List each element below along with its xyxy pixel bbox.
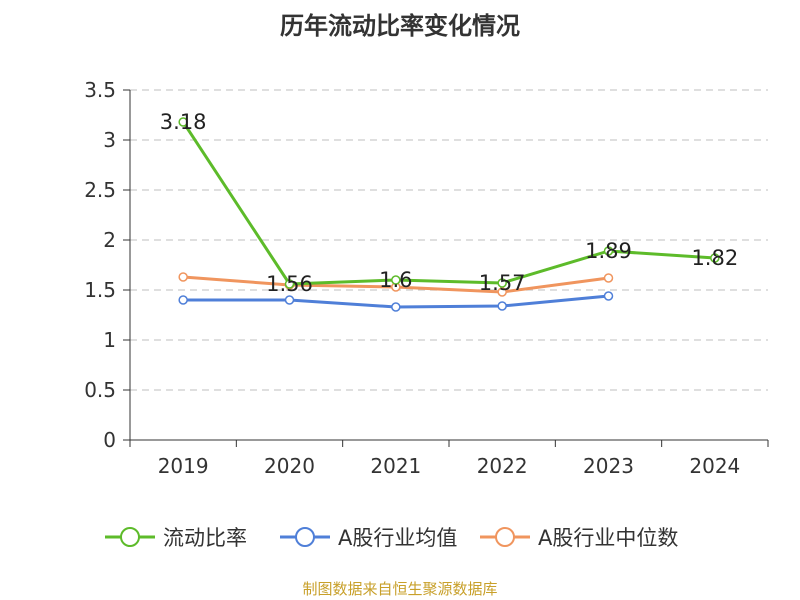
axes: 0 0.5 1 1.5 2 2.5 3 3.5 2019 2020 2021 2022 2023 2024	[84, 78, 769, 478]
data-source-note: 制图数据来自恒生聚源数据库	[302, 580, 498, 598]
data-point-series-0	[603, 246, 614, 256]
legend-item-0: 流动比率	[105, 526, 247, 550]
x-tick-label: 2024	[689, 454, 740, 478]
y-tick-label: 2	[103, 228, 116, 252]
x-tick-label: 2019	[158, 454, 209, 478]
legend-swatch-marker	[120, 527, 140, 547]
series-line-0	[181, 121, 715, 286]
data-point-series-0	[497, 278, 507, 288]
legend-label: 流动比率	[163, 526, 247, 550]
data-label: 1.56	[266, 272, 313, 296]
data-point-series-1	[391, 302, 401, 312]
data-label: 1.6	[379, 268, 412, 292]
y-tick-label: 1.5	[84, 278, 116, 302]
data-label: 3.18	[160, 110, 207, 134]
data-point-series-2	[178, 272, 188, 282]
grid-lines	[130, 89, 768, 391]
y-tick-label: 0.5	[84, 378, 116, 402]
data-point-series-2	[497, 287, 507, 297]
data-point-series-0	[710, 253, 720, 263]
x-tick-label: 2021	[370, 454, 421, 478]
data-point-series-1	[284, 295, 295, 305]
data-point-series-1	[178, 295, 188, 305]
legend-item-1: A股行业均值	[280, 526, 457, 550]
data-point-series-1	[497, 301, 507, 311]
data-point-series-0	[178, 117, 188, 127]
data-point-series-0	[391, 275, 401, 285]
y-tick-label: 1	[103, 328, 116, 352]
x-tick-label: 2022	[477, 454, 528, 478]
legend-label: A股行业均值	[338, 526, 457, 550]
data-label: 1.89	[585, 239, 632, 263]
data-point-series-1	[603, 291, 614, 301]
data-point-series-0	[284, 279, 295, 289]
legend-swatch-marker	[495, 527, 515, 547]
y-tick-label: 2.5	[84, 178, 116, 202]
series-group	[178, 117, 720, 312]
x-tick-label: 2020	[264, 454, 315, 478]
data-point-series-2	[603, 273, 614, 283]
data-labels: 3.18 1.56 1.6 1.57 1.89 1.82	[160, 110, 738, 296]
y-tick-label: 3	[103, 128, 116, 152]
legend-label: A股行业中位数	[538, 526, 678, 550]
y-tick-label: 0	[103, 428, 116, 452]
y-tick-label: 3.5	[84, 78, 116, 102]
data-label: 1.82	[691, 246, 738, 270]
legend-swatch-marker	[295, 527, 315, 547]
chart-title: 历年流动比率变化情况	[280, 12, 520, 40]
legend: 流动比率 A股行业均值 A股行业中位数	[105, 526, 678, 550]
data-label: 1.57	[479, 271, 526, 295]
legend-item-2: A股行业中位数	[480, 526, 678, 550]
x-tick-label: 2023	[583, 454, 634, 478]
